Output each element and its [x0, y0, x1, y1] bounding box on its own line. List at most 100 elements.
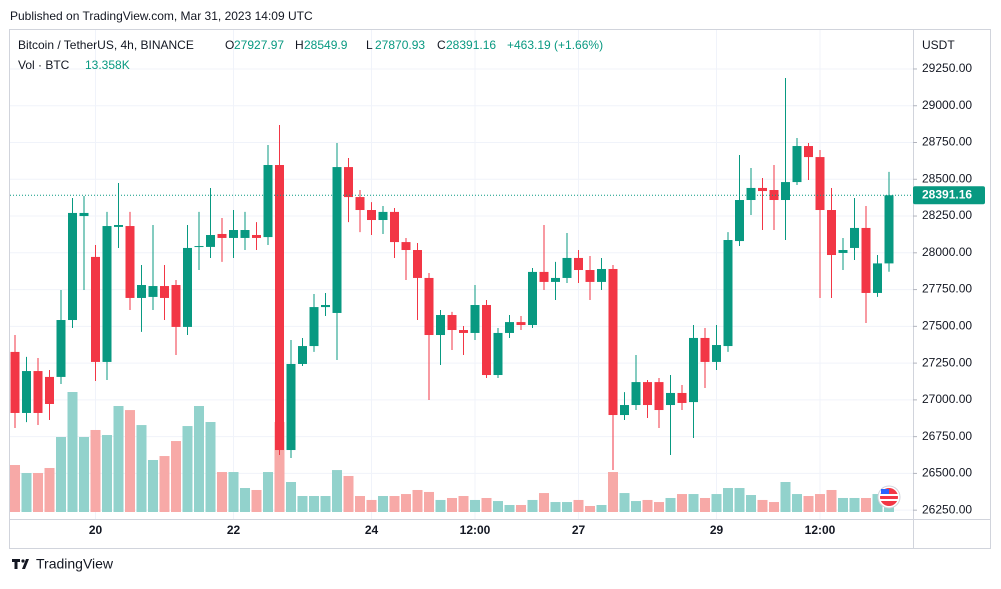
volume-bar	[148, 459, 158, 512]
volume-bar	[803, 496, 814, 512]
volume-bar	[493, 501, 503, 512]
y-tick-label: 26750.00	[922, 429, 972, 443]
volume-bar	[355, 496, 365, 512]
volume-bar	[711, 494, 722, 512]
candle-body	[413, 250, 422, 278]
volume-bar	[113, 406, 124, 512]
x-tick-label: 20	[89, 523, 103, 537]
candle-body	[758, 187, 767, 192]
candle-body	[401, 242, 411, 251]
volume-bar	[424, 491, 434, 512]
candle-body	[355, 197, 365, 211]
candle-body	[424, 277, 434, 336]
candle-body	[838, 250, 848, 253]
candle-body	[792, 146, 802, 183]
y-tick-label: 28250.00	[922, 208, 972, 222]
x-tick-label: 22	[227, 523, 241, 537]
volume-bar	[412, 489, 423, 512]
candle-body	[148, 286, 158, 297]
brand-logo	[12, 559, 29, 569]
candle-body	[252, 235, 261, 238]
candle-body	[700, 337, 710, 362]
volume-bar	[136, 425, 147, 512]
candle-body	[298, 346, 307, 364]
volume-bar	[861, 497, 871, 512]
volume-bar	[194, 406, 204, 512]
ohlc-high: 28549.9	[304, 38, 348, 52]
volume-bar	[79, 437, 89, 512]
candle-body	[22, 371, 31, 413]
candle-body	[769, 190, 779, 201]
y-tick-label: 28750.00	[922, 135, 972, 149]
volume-bar	[274, 422, 285, 512]
candle-body	[125, 226, 135, 298]
volume-bar	[527, 499, 538, 512]
candle-body	[229, 230, 238, 238]
candle-body	[240, 230, 250, 238]
candle-body	[654, 382, 664, 411]
candle-body	[68, 212, 77, 321]
volume-last: 13.358K	[85, 58, 130, 72]
candle-body	[539, 271, 549, 282]
candle-body	[735, 200, 744, 242]
volume-bar	[217, 472, 227, 512]
x-tick-label: 24	[365, 523, 379, 537]
candle-body	[171, 285, 181, 327]
volume-bar	[677, 494, 687, 512]
volume-bar	[182, 426, 193, 512]
candle-body	[873, 263, 882, 293]
candle-body	[815, 157, 825, 211]
candle-body	[206, 235, 215, 247]
volume-bar	[654, 502, 664, 512]
candle-body	[102, 226, 112, 362]
volume-bar	[378, 496, 388, 512]
volume-bar	[757, 499, 768, 512]
candle-body	[884, 195, 894, 264]
ohlc-change: +463.19 (+1.66%)	[507, 38, 603, 52]
volume-bar	[90, 429, 101, 512]
candle-body	[10, 351, 20, 413]
candle-body	[160, 286, 169, 298]
ohlc-close: 28391.16	[446, 38, 496, 52]
y-tick-label: 28000.00	[922, 245, 972, 259]
volume-bar	[343, 475, 354, 512]
candle-body	[275, 165, 284, 451]
ohlc-o-label: O	[225, 38, 234, 52]
volume-bar	[665, 497, 676, 512]
candle-body	[332, 167, 342, 313]
volume-bar	[596, 504, 607, 512]
y-tick-label: 28500.00	[922, 171, 972, 185]
volume-bar	[723, 488, 733, 512]
candle-body	[677, 392, 687, 403]
candle-body	[321, 305, 330, 308]
volume-bar	[332, 470, 342, 512]
volume-bar	[309, 496, 319, 512]
candle-body	[620, 405, 629, 416]
volume-bar	[435, 499, 446, 512]
volume-bar	[780, 482, 791, 512]
volume-bar	[504, 504, 515, 512]
volume-bar	[401, 494, 411, 512]
volume-bar	[228, 472, 239, 512]
candle-body	[447, 315, 457, 331]
volume-bar	[44, 467, 55, 512]
volume-bar	[585, 505, 595, 512]
volume-bar	[734, 488, 745, 512]
candle-body	[309, 307, 319, 347]
ohlc-h-label: H	[295, 38, 304, 52]
y-tick-label: 27750.00	[922, 282, 972, 296]
volume-bar	[159, 456, 170, 512]
volume-bar	[631, 501, 641, 512]
y-tick-label: 29250.00	[922, 61, 972, 75]
volume-bar	[769, 502, 779, 512]
volume-bar	[33, 473, 43, 512]
x-tick-label: 29	[710, 523, 724, 537]
candle-body	[574, 257, 583, 271]
candle-body	[562, 257, 572, 278]
candle-body	[45, 376, 54, 404]
y-tick-label: 26250.00	[922, 502, 972, 516]
candle-layer	[10, 77, 913, 471]
volume-bar	[297, 496, 308, 512]
candle-body	[137, 285, 146, 298]
